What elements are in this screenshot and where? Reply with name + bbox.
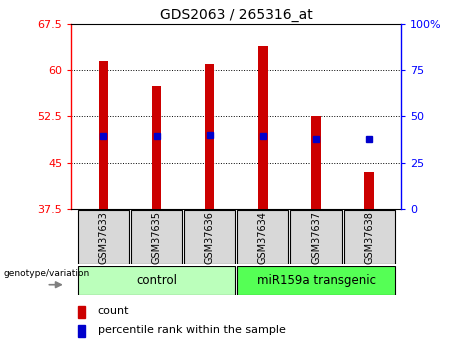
- FancyBboxPatch shape: [237, 210, 289, 264]
- Title: GDS2063 / 265316_at: GDS2063 / 265316_at: [160, 8, 313, 22]
- Text: miR159a transgenic: miR159a transgenic: [256, 274, 376, 287]
- Bar: [258, 46, 268, 209]
- Text: count: count: [98, 306, 130, 316]
- Bar: [152, 86, 161, 209]
- FancyBboxPatch shape: [184, 210, 235, 264]
- Text: GSM37635: GSM37635: [152, 211, 161, 264]
- Text: GSM37637: GSM37637: [311, 211, 321, 264]
- Text: GSM37636: GSM37636: [205, 211, 215, 264]
- Text: GSM37638: GSM37638: [364, 211, 374, 264]
- Bar: [99, 61, 108, 209]
- Bar: [364, 172, 374, 209]
- Text: percentile rank within the sample: percentile rank within the sample: [98, 325, 286, 335]
- FancyBboxPatch shape: [343, 210, 395, 264]
- Bar: [311, 117, 321, 209]
- FancyBboxPatch shape: [237, 266, 395, 295]
- FancyBboxPatch shape: [78, 210, 129, 264]
- FancyBboxPatch shape: [131, 210, 182, 264]
- Bar: [78, 325, 85, 337]
- Text: GSM37633: GSM37633: [98, 211, 108, 264]
- Text: control: control: [136, 274, 177, 287]
- Bar: [78, 306, 85, 317]
- Text: genotype/variation: genotype/variation: [4, 269, 90, 278]
- Text: GSM37634: GSM37634: [258, 211, 268, 264]
- Bar: [205, 64, 214, 209]
- FancyBboxPatch shape: [78, 266, 235, 295]
- FancyBboxPatch shape: [290, 210, 342, 264]
